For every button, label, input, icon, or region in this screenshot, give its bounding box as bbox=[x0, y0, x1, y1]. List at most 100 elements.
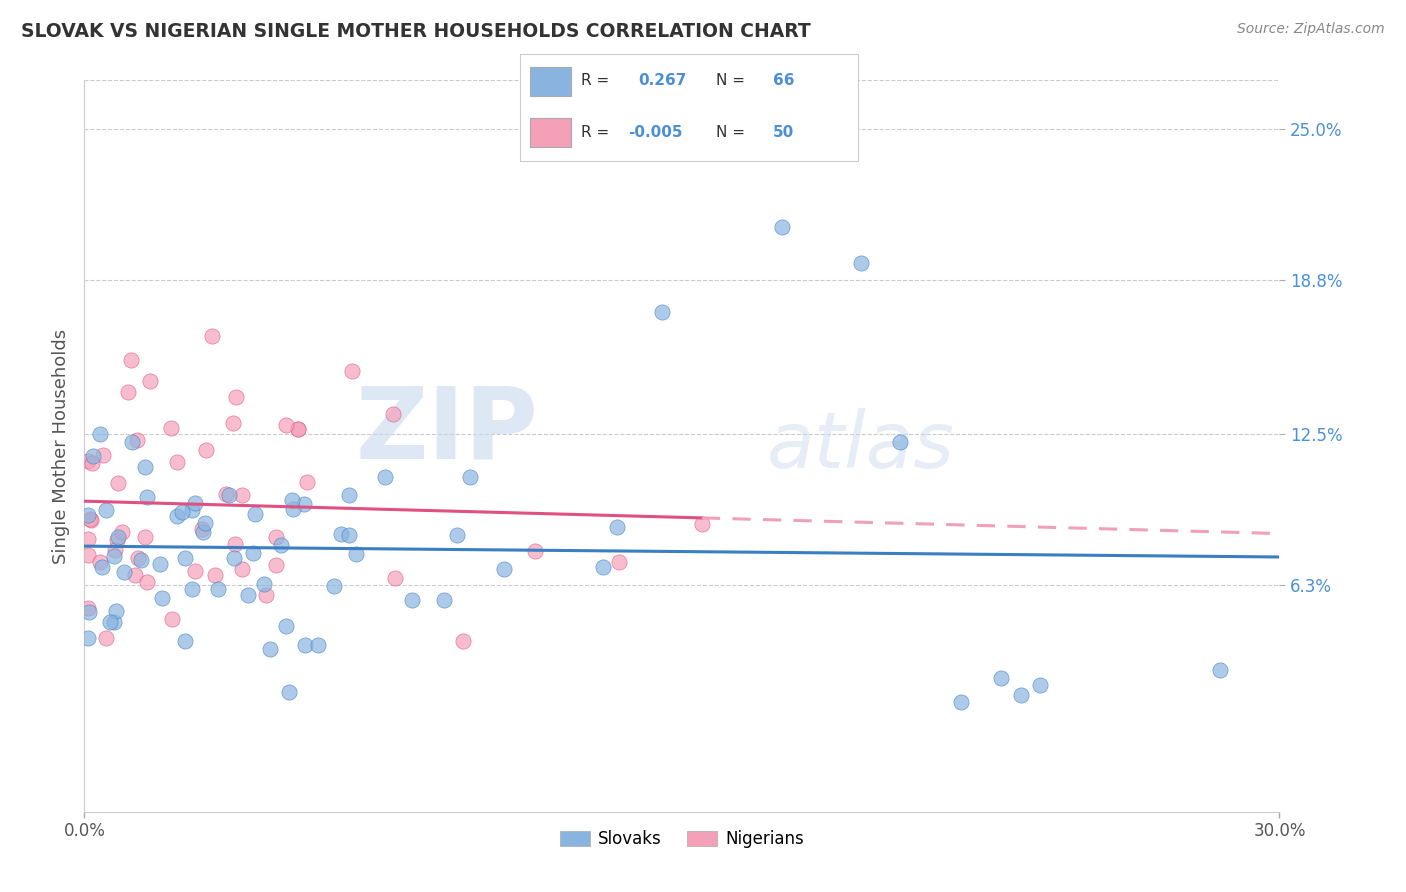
Text: N =: N = bbox=[716, 73, 745, 87]
Point bbox=[149, 557, 172, 571]
Point bbox=[136, 574, 159, 589]
Point bbox=[889, 434, 911, 449]
Point bbox=[80, 513, 103, 527]
Point bbox=[193, 524, 215, 539]
Point bbox=[524, 543, 547, 558]
Text: R =: R = bbox=[581, 73, 609, 87]
Point bbox=[112, 565, 135, 579]
Point bbox=[77, 548, 100, 562]
Point bbox=[174, 551, 197, 566]
Point bbox=[242, 546, 264, 560]
Point bbox=[384, 571, 406, 585]
Point bbox=[94, 502, 117, 516]
Point bbox=[89, 555, 111, 569]
Point bbox=[433, 593, 456, 607]
Point bbox=[181, 502, 204, 516]
Point bbox=[103, 549, 125, 564]
Point bbox=[264, 558, 287, 572]
Point bbox=[195, 442, 218, 457]
Point bbox=[292, 497, 315, 511]
Point bbox=[129, 553, 152, 567]
Point bbox=[606, 520, 628, 534]
Point bbox=[79, 512, 101, 526]
Point bbox=[401, 593, 423, 607]
Point bbox=[270, 538, 292, 552]
Point bbox=[374, 470, 396, 484]
Y-axis label: Single Mother Households: Single Mother Households bbox=[52, 328, 70, 564]
Text: Source: ZipAtlas.com: Source: ZipAtlas.com bbox=[1237, 22, 1385, 37]
Point bbox=[77, 508, 100, 522]
Point bbox=[107, 475, 129, 490]
Text: atlas: atlas bbox=[768, 408, 955, 484]
Point bbox=[77, 605, 100, 619]
Point bbox=[224, 537, 246, 551]
Point bbox=[231, 487, 253, 501]
Point bbox=[204, 568, 226, 582]
Point bbox=[340, 363, 363, 377]
Point bbox=[105, 533, 128, 548]
Point bbox=[77, 454, 100, 468]
Point bbox=[120, 353, 142, 368]
Point bbox=[990, 671, 1012, 685]
Point bbox=[104, 604, 127, 618]
Point bbox=[124, 567, 146, 582]
Legend: Slovaks, Nigerians: Slovaks, Nigerians bbox=[553, 823, 811, 855]
Point bbox=[215, 486, 238, 500]
Point bbox=[77, 532, 100, 546]
Point bbox=[259, 641, 281, 656]
Point bbox=[254, 588, 277, 602]
Point bbox=[117, 384, 139, 399]
Bar bbox=[530, 67, 571, 96]
Point bbox=[381, 407, 404, 421]
Point bbox=[330, 527, 353, 541]
Point bbox=[1029, 678, 1052, 692]
Point bbox=[138, 374, 160, 388]
Point bbox=[231, 562, 253, 576]
Point bbox=[592, 560, 614, 574]
Point bbox=[1010, 688, 1032, 702]
Point bbox=[159, 421, 181, 435]
Point bbox=[201, 329, 224, 343]
Point bbox=[281, 492, 304, 507]
Point bbox=[243, 507, 266, 521]
Point bbox=[851, 256, 873, 270]
Text: 50: 50 bbox=[773, 125, 794, 140]
Point bbox=[295, 475, 318, 489]
Point bbox=[607, 555, 630, 569]
Point bbox=[194, 516, 217, 530]
Point bbox=[166, 509, 188, 524]
Point bbox=[134, 530, 156, 544]
Point bbox=[264, 530, 287, 544]
Point bbox=[218, 488, 240, 502]
Point bbox=[89, 427, 111, 442]
Text: R =: R = bbox=[581, 125, 609, 140]
Point bbox=[238, 588, 260, 602]
Point bbox=[253, 577, 276, 591]
Point bbox=[91, 560, 114, 574]
Point bbox=[77, 631, 100, 645]
Point bbox=[307, 638, 329, 652]
Point bbox=[446, 528, 468, 542]
Point bbox=[949, 695, 972, 709]
Bar bbox=[530, 118, 571, 147]
Point bbox=[224, 551, 246, 566]
Point bbox=[222, 417, 245, 431]
Point bbox=[1209, 663, 1232, 677]
Point bbox=[184, 564, 207, 578]
Point bbox=[173, 634, 195, 648]
Point bbox=[344, 547, 367, 561]
Point bbox=[166, 455, 188, 469]
Point bbox=[127, 434, 149, 448]
Point bbox=[207, 582, 229, 597]
Point bbox=[337, 488, 360, 502]
Point bbox=[160, 611, 183, 625]
Text: 0.267: 0.267 bbox=[638, 73, 686, 87]
Text: ZIP: ZIP bbox=[356, 383, 538, 480]
Point bbox=[134, 459, 156, 474]
Point bbox=[492, 562, 515, 576]
Point bbox=[337, 528, 360, 542]
Point bbox=[82, 449, 104, 463]
Point bbox=[651, 305, 673, 319]
Point bbox=[281, 502, 304, 516]
Point bbox=[278, 685, 301, 699]
